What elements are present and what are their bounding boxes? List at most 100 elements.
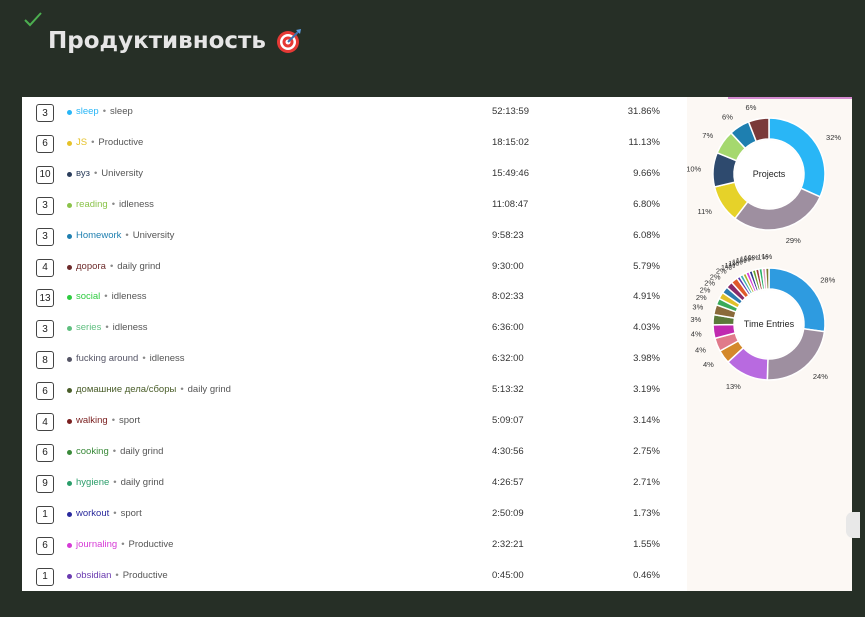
table-row[interactable]: 3 Homework • University 9:58:23 6.08% bbox=[22, 225, 687, 255]
table-row[interactable]: 4 дорога • daily grind 9:30:00 5.79% bbox=[22, 256, 687, 286]
slice-label: 11% bbox=[697, 207, 712, 216]
separator-dot: • bbox=[121, 538, 125, 550]
table-row[interactable]: 4 walking • sport 5:09:07 3.14% bbox=[22, 410, 687, 440]
project-name: Homework bbox=[76, 229, 122, 241]
slice-label: 2% bbox=[696, 293, 707, 302]
project-name: JS bbox=[76, 136, 88, 148]
side-handle[interactable] bbox=[846, 512, 860, 538]
slice-label: 29% bbox=[786, 236, 801, 245]
duration: 9:58:23 bbox=[492, 229, 524, 241]
entry-count: 6 bbox=[36, 536, 54, 555]
project-name: домашние дела/сборы bbox=[76, 384, 177, 396]
project-color-dot bbox=[67, 419, 72, 424]
chart-title: Time Entries bbox=[744, 319, 795, 329]
entry-count: 6 bbox=[36, 382, 54, 401]
project-color-dot bbox=[67, 511, 72, 517]
percent: 1.55% bbox=[633, 538, 660, 550]
duration: 52:13:59 bbox=[492, 106, 529, 117]
separator-dot: • bbox=[111, 198, 116, 210]
project-color-dot bbox=[67, 110, 72, 115]
percent: 1.73% bbox=[633, 507, 660, 519]
table-row[interactable]: 3 sleep • sleep 52:13:59 31.86% bbox=[22, 101, 687, 131]
project-label: JS • Productive bbox=[76, 137, 143, 148]
table-row[interactable]: 8 fucking around • idleness 6:32:00 3.98% bbox=[22, 348, 687, 378]
percent: 5.79% bbox=[633, 260, 660, 272]
entry-count: 4 bbox=[36, 258, 54, 277]
client-name: daily grind bbox=[117, 260, 161, 272]
pie-slice[interactable] bbox=[747, 117, 770, 143]
project-name: walking bbox=[76, 415, 108, 426]
project-name: fucking around bbox=[76, 353, 139, 365]
project-name: cooking bbox=[76, 445, 109, 457]
table-row[interactable]: 6 домашние дела/сборы • daily grind 5:13:3… bbox=[22, 379, 687, 409]
page-title: Продуктивность bbox=[48, 28, 302, 54]
project-color-dot bbox=[67, 542, 72, 548]
project-name: workout bbox=[76, 507, 110, 519]
entry-count: 3 bbox=[36, 227, 54, 246]
table-row[interactable]: 6 journaling • Productive 2:32:21 1.55% bbox=[22, 534, 687, 564]
table-row[interactable]: 6 JS • Productive 18:15:02 11.13% bbox=[22, 132, 687, 162]
slice-label: 24% bbox=[813, 372, 828, 381]
slice-label: 1% bbox=[762, 252, 773, 261]
table-row[interactable]: 1 workout • sport 2:50:09 1.73% bbox=[22, 503, 687, 533]
client-name: Productive bbox=[128, 538, 174, 550]
slice-label: 13% bbox=[726, 382, 741, 391]
percent: 2.71% bbox=[633, 476, 660, 488]
percent: 3.98% bbox=[633, 353, 660, 365]
project-color-dot bbox=[67, 388, 72, 394]
slice-label: 7% bbox=[702, 131, 713, 140]
percent: 31.86% bbox=[627, 106, 660, 117]
slice-label: 1% bbox=[736, 256, 747, 265]
slice-label: 6% bbox=[746, 103, 757, 112]
client-name: daily grind bbox=[187, 384, 231, 396]
separator-dot: • bbox=[180, 384, 184, 396]
project-color-dot bbox=[67, 449, 72, 455]
table-row[interactable]: 6 cooking • daily grind 4:30:56 2.75% bbox=[22, 441, 687, 471]
project-label: walking • sport bbox=[76, 415, 140, 426]
slice-label: 1% bbox=[732, 257, 743, 266]
client-name: daily grind bbox=[120, 476, 164, 488]
slice-label: 4% bbox=[695, 345, 706, 354]
table-row[interactable]: 3 reading • idleness 11:08:47 6.80% bbox=[22, 194, 687, 224]
slice-label: 6% bbox=[722, 112, 733, 121]
percent: 11.13% bbox=[628, 136, 660, 148]
project-label: reading • idleness bbox=[76, 199, 154, 210]
separator-dot: • bbox=[113, 476, 117, 488]
duration: 18:15:02 bbox=[492, 136, 529, 148]
project-label: journaling • Productive bbox=[76, 539, 173, 550]
project-name: reading bbox=[76, 198, 108, 210]
pie-slice[interactable] bbox=[764, 267, 770, 290]
client-name: University bbox=[101, 167, 143, 179]
project-label: hygiene • daily grind bbox=[76, 477, 164, 488]
table-row[interactable]: 13 social • idleness 8:02:33 4.91% bbox=[22, 286, 687, 316]
slice-label: 1% bbox=[757, 252, 768, 261]
percent: 4.03% bbox=[633, 322, 660, 334]
separator-dot: • bbox=[93, 167, 98, 179]
client-name: Productive bbox=[98, 136, 144, 148]
separator-dot: • bbox=[115, 569, 119, 581]
project-label: вуз • University bbox=[76, 168, 143, 179]
entry-count: 4 bbox=[36, 413, 54, 431]
slice-label: 10% bbox=[687, 165, 702, 174]
project-name: дорога bbox=[76, 260, 106, 272]
percent: 2.75% bbox=[633, 445, 660, 457]
chart-title: Projects bbox=[753, 169, 786, 179]
percent: 3.14% bbox=[633, 415, 660, 426]
donut-hole bbox=[735, 290, 803, 358]
donut-hole bbox=[735, 140, 803, 208]
entry-count: 8 bbox=[36, 351, 54, 370]
project-color-dot bbox=[67, 326, 72, 332]
duration: 5:09:07 bbox=[492, 415, 524, 426]
table-row[interactable]: 3 series • idleness 6:36:00 4.03% bbox=[22, 317, 687, 347]
duration: 0:45:00 bbox=[492, 569, 524, 581]
client-name: sport bbox=[119, 415, 141, 426]
project-label: fucking around • idleness bbox=[76, 353, 185, 364]
table-row[interactable]: 9 hygiene • daily grind 4:26:57 2.71% bbox=[22, 472, 687, 502]
slice-label: 1% bbox=[740, 255, 751, 264]
client-name: University bbox=[132, 229, 175, 241]
entry-count: 6 bbox=[36, 443, 54, 462]
table-row[interactable]: 10 вуз • University 15:49:46 9.66% bbox=[22, 163, 687, 193]
table-row[interactable]: 1 obsidian • Productive 0:45:00 0.46% bbox=[22, 565, 687, 592]
entry-count: 1 bbox=[36, 567, 54, 586]
project-label: obsidian • Productive bbox=[76, 570, 168, 581]
